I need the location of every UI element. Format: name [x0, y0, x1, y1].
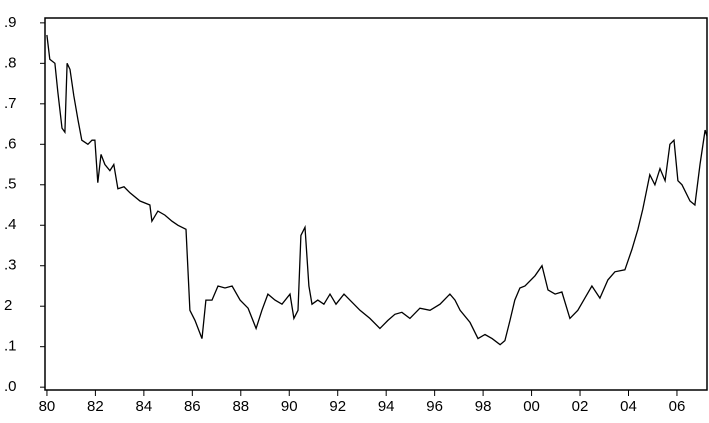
- x-tick-label: 80: [39, 398, 56, 415]
- y-tick-label: .5: [4, 176, 17, 193]
- x-tick-label: 04: [620, 398, 637, 415]
- y-tick-label: .6: [4, 135, 17, 152]
- y-tick-label: .8: [4, 54, 17, 71]
- x-tick-label: 86: [184, 398, 201, 415]
- x-tick-label: 00: [523, 398, 540, 415]
- x-tick-label: 94: [378, 398, 395, 415]
- x-tick-label: 92: [329, 398, 346, 415]
- x-tick-label: 90: [281, 398, 298, 415]
- y-tick-label: .4: [4, 216, 17, 233]
- x-tick-label: 02: [572, 398, 589, 415]
- y-tick-label: .0: [4, 378, 17, 395]
- x-tick-label: 06: [669, 398, 686, 415]
- x-tick-label: 96: [426, 398, 443, 415]
- y-tick-label: .7: [4, 95, 17, 112]
- x-tick-label: 82: [87, 398, 104, 415]
- x-tick-label: 98: [475, 398, 492, 415]
- x-tick-label: 88: [232, 398, 249, 415]
- plot-frame: [44, 17, 708, 391]
- line-series: [46, 34, 708, 346]
- y-tick-label: 2: [4, 297, 12, 314]
- x-tick-label: 84: [136, 398, 153, 415]
- y-tick-label: .3: [4, 257, 17, 274]
- y-tick-label: .9: [4, 14, 17, 31]
- y-tick-label: .1: [4, 338, 17, 355]
